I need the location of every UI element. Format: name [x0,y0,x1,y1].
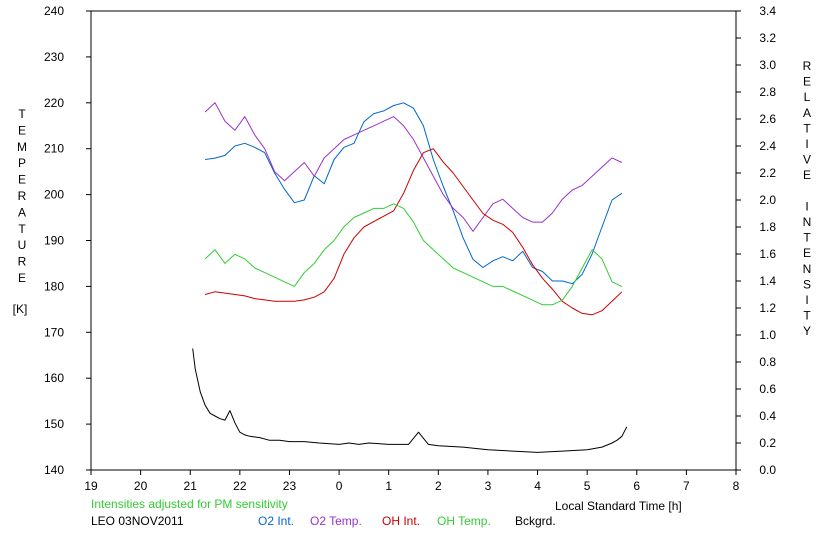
right-tick-label: 0.6 [759,382,776,396]
right-tick-label: 1.2 [759,301,776,315]
right-axis-title-letter: E [803,246,811,260]
right-axis: 0.0 0.2 0.4 0.6 0.8 1.0 1.2 1.4 1.6 1.8 2.0 2.2 2.4 2… [736,4,776,477]
legend-entry-oh-int: OH Int. [382,514,420,528]
x-axis: 19 20 21 22 23 0 1 2 3 4 5 6 7 8 [84,470,740,493]
left-tick-label: 160 [44,371,64,385]
left-tick-label: 180 [44,279,64,293]
series-line-o2-int [205,102,623,285]
series-line-o2-temp [204,102,623,232]
right-axis-title-letter: I [805,137,808,151]
x-tick-label: 3 [485,479,492,493]
left-axis-title-letter: T [18,222,26,236]
left-axis-title-letter: A [18,205,26,219]
right-tick-label: 2.6 [759,112,776,126]
left-axis-unit: [K] [13,302,28,316]
right-axis-title-letter: N [803,215,812,229]
right-tick-label: 1.0 [759,328,776,342]
left-axis-title-letter: R [18,255,27,269]
right-tick-label: 1.4 [759,274,776,288]
legend-entry-o2-temp: O2 Temp. [310,514,362,528]
left-axis-title-letter: M [17,140,27,154]
legend-entry-o2-int: O2 Int. [258,514,294,528]
left-axis-title-letter: E [18,271,26,285]
right-axis-title-letter: V [803,153,811,167]
x-tick-label: 6 [633,479,640,493]
note-text: Intensities adjusted for PM sensitivity [91,497,288,511]
right-axis-title-letter: A [803,106,811,120]
x-tick-label: 21 [184,479,198,493]
left-axis-title-letter: T [18,107,26,121]
x-tick-label: 20 [134,479,148,493]
right-tick-label: 0.2 [759,436,776,450]
left-tick-label: 240 [44,4,64,18]
left-axis-title-letter: P [18,156,26,170]
left-tick-label: 200 [44,188,64,202]
right-tick-label: 0.0 [759,463,776,477]
series-line-bckgrd [192,348,628,453]
right-axis-title-letter: R [803,59,812,73]
right-tick-label: 1.8 [759,220,776,234]
x-tick-label: 4 [534,479,541,493]
right-axis-title-letter: I [805,199,808,213]
left-axis: 140 150 160 170 180 190 200 210 220 230 240 [44,4,91,477]
right-axis-title-letter: Y [803,324,811,338]
right-tick-label: 3.2 [759,31,776,45]
series-layer [192,102,628,453]
left-tick-label: 140 [44,463,64,477]
x-tick-label: 22 [233,479,247,493]
left-tick-label: 230 [44,50,64,64]
x-tick-label: 5 [584,479,591,493]
legend-entry-oh-temp: OH Temp. [437,514,491,528]
series-line-oh-int [204,148,623,316]
x-tick-label: 1 [385,479,392,493]
legend-entry-bckgrd: Bckgrd. [515,514,556,528]
right-axis-title-letter: T [803,121,811,135]
right-tick-label: 3.4 [759,4,776,18]
right-tick-label: 0.8 [759,355,776,369]
right-tick-label: 2.8 [759,85,776,99]
right-axis-title-letter: L [804,90,811,104]
x-tick-label: 8 [733,479,740,493]
x-axis-title: Local Standard Time [h] [555,499,682,513]
legend: O2 Int. O2 Temp. OH Int. OH Temp. Bckgrd. [258,514,556,528]
right-axis-title-letter: E [803,75,811,89]
left-axis-title-letter: E [18,173,26,187]
left-tick-label: 190 [44,234,64,248]
right-axis-title-letter: E [803,168,811,182]
right-tick-label: 2.4 [759,139,776,153]
x-tick-label: 0 [336,479,343,493]
right-axis-title-letter: N [803,262,812,276]
series-line-oh-temp [204,203,623,306]
left-tick-label: 210 [44,142,64,156]
station-date-label: LEO 03NOV2011 [91,514,184,528]
right-tick-label: 1.6 [759,247,776,261]
right-axis-title-letter: S [803,277,811,291]
left-axis-title-letter: R [18,189,27,203]
x-tick-label: 2 [435,479,442,493]
left-axis-title-letter: U [18,238,27,252]
left-tick-label: 220 [44,96,64,110]
plot-frame [90,10,737,471]
x-tick-label: 19 [84,479,98,493]
x-tick-label: 7 [683,479,690,493]
right-tick-label: 2.2 [759,166,776,180]
left-axis-title-letter: E [18,123,26,137]
left-tick-label: 150 [44,417,64,431]
right-axis-title-letter: I [805,293,808,307]
x-tick-label: 23 [283,479,297,493]
right-axis-title-letter: T [803,231,811,245]
right-tick-label: 0.4 [759,409,776,423]
left-tick-label: 170 [44,325,64,339]
right-axis-title-letter: T [803,309,811,323]
right-tick-label: 2.0 [759,193,776,207]
right-tick-label: 3.0 [759,58,776,72]
